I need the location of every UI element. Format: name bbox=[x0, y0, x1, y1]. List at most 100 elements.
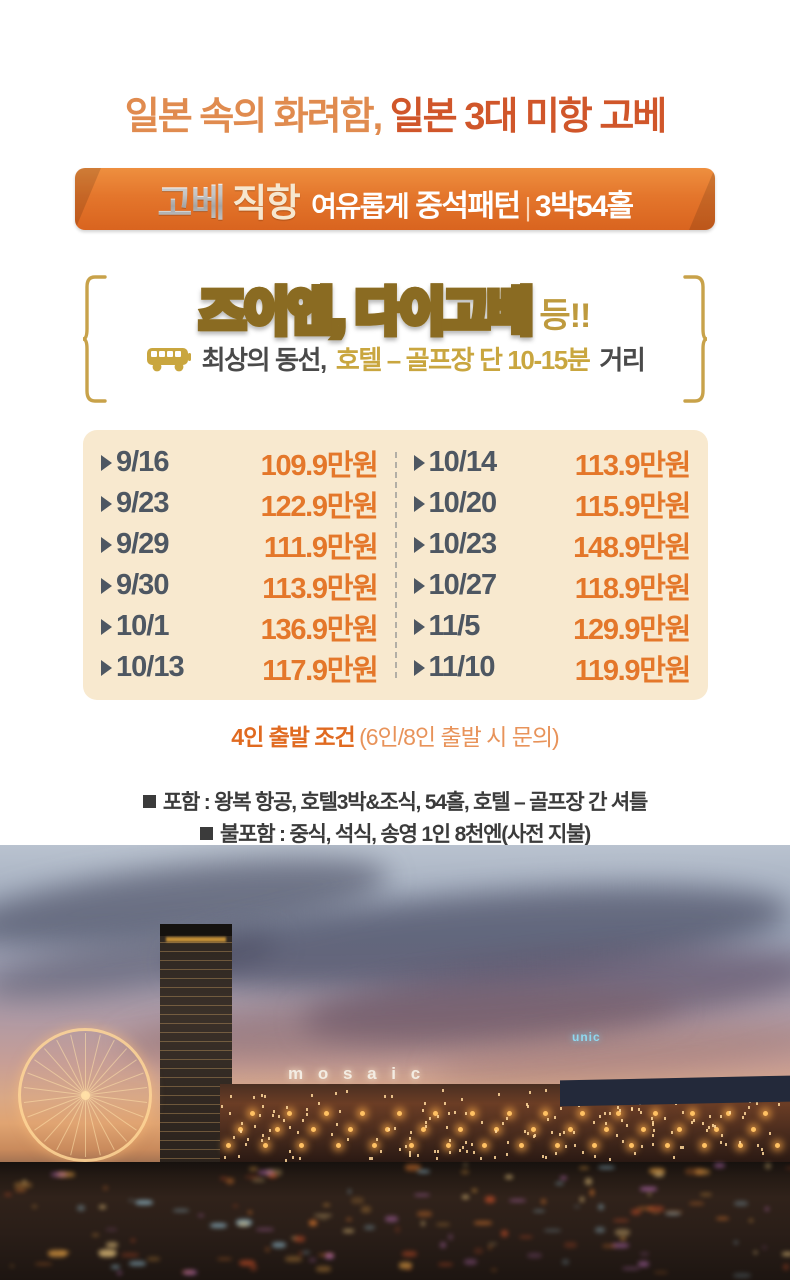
tower-floor-line bbox=[160, 1032, 232, 1033]
window-light bbox=[410, 1131, 412, 1134]
window-light bbox=[651, 1117, 653, 1120]
window-light bbox=[742, 1116, 744, 1119]
window-light bbox=[425, 1125, 427, 1128]
water-reflection bbox=[654, 1271, 668, 1274]
water-reflection bbox=[348, 1189, 352, 1194]
water-reflection bbox=[245, 1175, 259, 1179]
wheel-spoke bbox=[85, 1033, 86, 1095]
triangle-icon bbox=[414, 660, 425, 676]
water-reflection bbox=[436, 1223, 450, 1226]
departure-date: 11/5 bbox=[429, 610, 480, 643]
window-light bbox=[748, 1106, 750, 1109]
departure-date: 10/27 bbox=[429, 569, 497, 602]
window-light bbox=[720, 1115, 722, 1118]
pier-lamp bbox=[543, 1111, 548, 1116]
window-light bbox=[582, 1151, 584, 1154]
date-cell: 10/13 bbox=[101, 651, 184, 684]
water-reflection bbox=[35, 1263, 52, 1265]
water-reflection bbox=[509, 1199, 526, 1202]
pier-lamp bbox=[287, 1111, 292, 1116]
tower-floor-line bbox=[160, 1005, 232, 1006]
water-reflection bbox=[314, 1214, 332, 1217]
window-light bbox=[652, 1143, 654, 1146]
window-light bbox=[422, 1109, 424, 1112]
price-column-right: 10/14 113.9만원 10/20 115.9만원 10/23 148.9만… bbox=[396, 430, 709, 700]
product-banner: 고베 직항 여유롭게 중석패턴 | 3박54홀 bbox=[75, 168, 715, 230]
window-light bbox=[555, 1152, 557, 1155]
tower-floor-line bbox=[160, 1068, 232, 1069]
water-reflection bbox=[77, 1205, 85, 1212]
water-reflection bbox=[564, 1242, 577, 1248]
triangle-icon bbox=[101, 455, 112, 471]
tower-floor-line bbox=[160, 960, 232, 961]
pier-lamp bbox=[348, 1127, 353, 1132]
departure-price: 113.9만원 bbox=[262, 565, 377, 607]
water-reflection bbox=[749, 1219, 753, 1221]
triangle-icon bbox=[414, 619, 425, 635]
ferris-wheel bbox=[18, 1028, 152, 1162]
window-light bbox=[434, 1150, 436, 1153]
window-light bbox=[311, 1094, 313, 1097]
window-light bbox=[527, 1132, 529, 1135]
window-light bbox=[641, 1145, 643, 1148]
water-reflection bbox=[585, 1178, 592, 1185]
window-light bbox=[245, 1143, 247, 1146]
triangle-icon bbox=[414, 496, 425, 512]
water-reflection bbox=[351, 1197, 364, 1204]
content-area: 일본 속의 화려함, 일본 3대 미항 고베 고베 직항 여유롭게 중석패턴 |… bbox=[0, 0, 790, 860]
tower-cap bbox=[160, 924, 232, 936]
included-text: 포함 : 왕복 항공, 호텔3박&조식, 54홀, 호텔 – 골프장 간 셔틀 bbox=[163, 791, 647, 814]
window-light bbox=[756, 1102, 758, 1105]
water-reflection bbox=[622, 1267, 640, 1270]
window-light bbox=[318, 1102, 320, 1105]
water-reflection bbox=[248, 1211, 252, 1214]
departure-price: 119.9만원 bbox=[575, 647, 690, 689]
pier-lamp bbox=[446, 1143, 451, 1148]
window-light bbox=[673, 1156, 675, 1159]
window-light bbox=[429, 1117, 431, 1120]
window-light bbox=[507, 1141, 509, 1144]
banner-nights-holes: 3박54홀 bbox=[535, 181, 633, 225]
window-light bbox=[769, 1132, 771, 1135]
pier-lamp bbox=[677, 1127, 682, 1132]
pier-lamp bbox=[360, 1111, 365, 1116]
window-light bbox=[425, 1121, 427, 1124]
water-reflection bbox=[665, 1210, 683, 1214]
window-light bbox=[230, 1095, 232, 1098]
pier-lamp bbox=[653, 1111, 658, 1116]
pier-lamp bbox=[751, 1127, 756, 1132]
water-reflection bbox=[598, 1204, 604, 1210]
table-row: 10/23 148.9만원 bbox=[414, 524, 691, 565]
tower-floor-line bbox=[160, 951, 232, 952]
water-reflection bbox=[198, 1214, 204, 1217]
departure-price: 118.9만원 bbox=[575, 565, 690, 607]
water-reflection bbox=[421, 1221, 425, 1226]
pier-lamp bbox=[690, 1111, 695, 1116]
window-light bbox=[336, 1123, 338, 1126]
water-reflection bbox=[648, 1192, 651, 1196]
window-light bbox=[682, 1111, 684, 1114]
window-light bbox=[262, 1105, 264, 1108]
window-light bbox=[380, 1150, 382, 1153]
window-light bbox=[247, 1138, 249, 1141]
window-light bbox=[273, 1110, 275, 1113]
water-reflection bbox=[501, 1230, 508, 1236]
window-light bbox=[720, 1141, 722, 1144]
window-light bbox=[545, 1089, 547, 1092]
water-reflection bbox=[417, 1211, 433, 1217]
water-reflection bbox=[346, 1218, 352, 1221]
window-light bbox=[559, 1133, 561, 1136]
window-light bbox=[376, 1138, 378, 1141]
date-cell: 9/29 bbox=[101, 528, 168, 561]
pier-lamp bbox=[250, 1111, 255, 1116]
window-light bbox=[725, 1143, 727, 1146]
departure-condition: 4인 출발 조건 (6인/8인 출발 시 문의) bbox=[0, 718, 790, 752]
table-row: 11/10 119.9만원 bbox=[414, 647, 691, 688]
water-reflection bbox=[319, 1217, 328, 1220]
price-column-left: 9/16 109.9만원 9/23 122.9만원 9/29 111.9만원 9… bbox=[83, 430, 396, 700]
water-reflection bbox=[765, 1163, 772, 1169]
window-light bbox=[454, 1111, 456, 1114]
window-light bbox=[506, 1117, 508, 1120]
banner-separator: | bbox=[520, 192, 535, 223]
tower-floor-line bbox=[160, 1050, 232, 1051]
